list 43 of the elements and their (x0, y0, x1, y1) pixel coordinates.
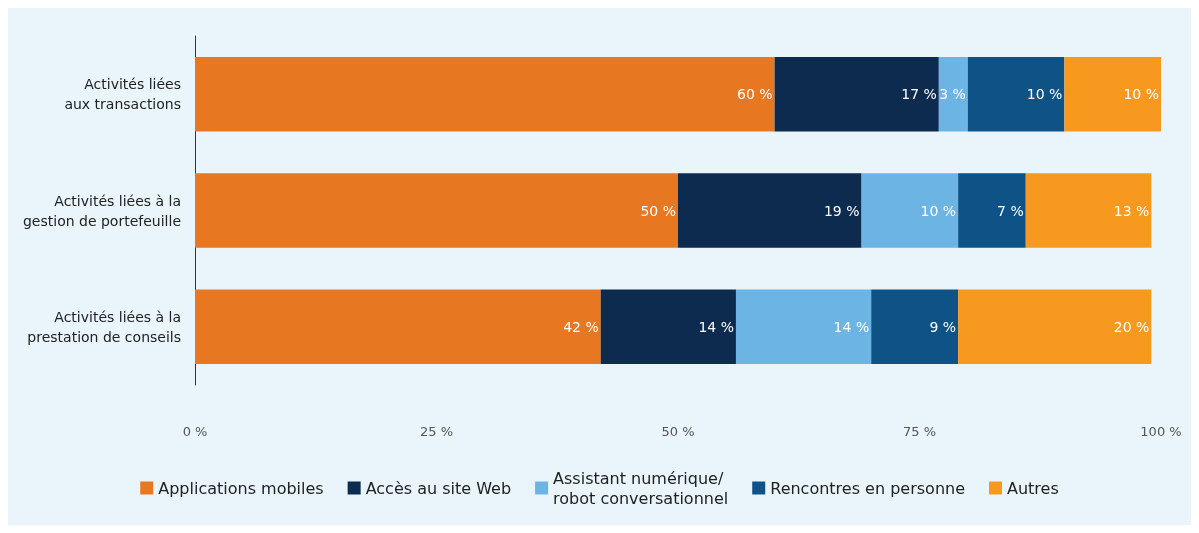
bar (958, 289, 1152, 365)
x-tick-label: 100 % (1140, 424, 1182, 439)
legend-label: Autres (1007, 478, 1059, 498)
bar (967, 56, 1065, 132)
data-label: 10 % (920, 202, 957, 219)
y-tick-label: Activités liées à la prestation de conseils (27, 308, 181, 345)
x-tick-label: 50 % (661, 424, 695, 439)
data-label: 10 % (1123, 86, 1159, 103)
legend-label: Rencontres en personne (770, 478, 966, 498)
bar (1025, 173, 1152, 248)
data-label: 60 % (737, 86, 773, 103)
bar (958, 173, 1026, 248)
bar (195, 173, 678, 248)
legend-label: Accès au site Web (365, 478, 512, 498)
data-label: 14 % (833, 318, 870, 335)
data-label: 19 % (823, 202, 860, 219)
data-label: 42 % (563, 318, 599, 335)
legend-label: Assistant numérique/ robot conversationnel (553, 468, 729, 508)
bar (861, 173, 959, 248)
y-tick-label: Activités liées aux transactions (64, 76, 181, 113)
data-label: 17 % (901, 86, 937, 103)
bar (871, 289, 959, 365)
bar (938, 56, 968, 132)
bar (774, 56, 939, 132)
x-tick-label: 25 % (419, 424, 454, 439)
y-tick-label: Activités liées à la gestion de portefeuille (22, 192, 181, 229)
x-tick-label: 0 % (182, 424, 208, 439)
legend-label: Applications mobiles (158, 478, 324, 498)
bar (1064, 56, 1161, 132)
bar (600, 289, 736, 365)
data-label: 7 % (997, 202, 1024, 219)
x-tick-label: 75 % (902, 424, 937, 439)
data-label: 14 % (698, 318, 734, 335)
data-label: 9 % (929, 318, 957, 335)
data-label: 20 % (1113, 318, 1150, 335)
bar (678, 173, 862, 248)
data-label: 50 % (640, 202, 676, 219)
bar (735, 289, 872, 365)
data-label: 3 % (939, 86, 966, 103)
data-label: 10 % (1026, 86, 1063, 103)
bar (195, 56, 775, 132)
bar (195, 289, 601, 365)
data-label: 13 % (1113, 202, 1150, 219)
